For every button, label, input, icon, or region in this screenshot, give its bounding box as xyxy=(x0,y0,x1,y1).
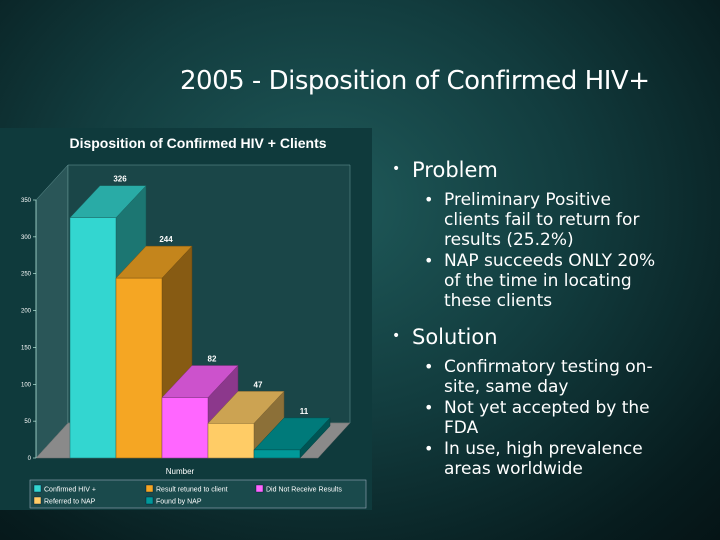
sub-bullet: • In use, high prevalence areas worldwide xyxy=(424,439,643,479)
legend-label: Found by NAP xyxy=(156,499,202,506)
data-label: 244 xyxy=(159,235,173,244)
legend-swatch xyxy=(145,484,154,493)
legend-item: Result retuned to client xyxy=(145,484,228,494)
y-tick-label: 100 xyxy=(21,382,32,388)
legend-swatch xyxy=(145,496,154,505)
data-label: 47 xyxy=(254,380,263,389)
bullet-dot-icon: • xyxy=(392,328,401,344)
bar-front xyxy=(161,397,209,459)
chart-bars xyxy=(69,185,331,459)
bullet-dot-icon: • xyxy=(424,398,434,417)
bullet-dot-icon: • xyxy=(424,190,434,209)
bullet-solution: • Solution xyxy=(392,325,498,349)
bar-front xyxy=(253,449,301,459)
bullet-dot-icon: • xyxy=(392,161,401,177)
y-tick-label: 50 xyxy=(24,419,31,425)
data-label: 326 xyxy=(113,175,127,184)
sub-bullet: • Preliminary Positive clients fail to re… xyxy=(424,190,640,250)
legend-label: Result retuned to client xyxy=(156,487,228,494)
bar-front xyxy=(115,277,163,459)
bar xyxy=(207,390,285,459)
bar xyxy=(253,417,331,459)
sub-bullet: • NAP succeeds ONLY 20% of the time in lo… xyxy=(424,251,656,311)
legend-item: Did Not Receive Results xyxy=(255,484,342,494)
y-tick-label: 200 xyxy=(21,309,32,315)
solution-section: • Solution • Confirmatory testing on-sit… xyxy=(392,325,712,479)
y-tick-label: 300 xyxy=(21,235,32,241)
data-label: 82 xyxy=(208,355,217,364)
bar-front xyxy=(207,423,255,459)
y-tick-label: 350 xyxy=(21,198,32,204)
bullet-dot-icon: • xyxy=(424,251,434,270)
legend-swatch xyxy=(33,484,42,493)
sub-bullet: • Not yet accepted by the FDA xyxy=(424,398,650,438)
legend-swatch xyxy=(33,496,42,505)
legend-box xyxy=(29,479,367,509)
slide-title: 2005 - Disposition of Confirmed HIV+ xyxy=(180,66,650,96)
x-axis-label: Number xyxy=(166,467,195,476)
sub-bullet: • Confirmatory testing on-site, same day xyxy=(424,357,653,397)
bullet-dot-icon: • xyxy=(424,439,434,458)
chart-title: Disposition of Confirmed HIV + Clients xyxy=(69,135,326,151)
data-labels: 326 244 82 47 11 xyxy=(113,175,308,416)
legend-item: Confirmed HIV + xyxy=(33,484,96,494)
bar-front xyxy=(69,217,117,459)
problem-points: • Preliminary Positive clients fail to re… xyxy=(392,190,712,311)
bar-chart: Disposition of Confirmed HIV + Clients 0… xyxy=(0,128,372,510)
solution-points: • Confirmatory testing on-site, same day… xyxy=(392,357,712,479)
legend-item: Referred to NAP xyxy=(33,496,96,506)
bullet-dot-icon: • xyxy=(424,357,434,376)
chart-legend: Confirmed HIV + Result retuned to client D… xyxy=(29,479,367,509)
y-axis-ticks: 0 50 100 150 200 250 300 350 xyxy=(21,198,37,462)
legend-swatch xyxy=(255,484,264,493)
data-label: 11 xyxy=(300,407,309,416)
legend-label: Did Not Receive Results xyxy=(266,487,342,494)
legend-label: Referred to NAP xyxy=(44,499,96,506)
legend-item: Found by NAP xyxy=(145,496,202,506)
y-tick-label: 0 xyxy=(28,456,32,462)
problem-section: • Problem • Preliminary Positive clients … xyxy=(392,158,712,311)
y-tick-label: 250 xyxy=(21,272,32,278)
legend-label: Confirmed HIV + xyxy=(44,487,96,494)
bullet-problem: • Problem xyxy=(392,158,498,182)
y-tick-label: 150 xyxy=(21,345,32,351)
side-wall xyxy=(35,164,69,459)
bullet-list: • Problem • Preliminary Positive clients … xyxy=(392,158,712,493)
